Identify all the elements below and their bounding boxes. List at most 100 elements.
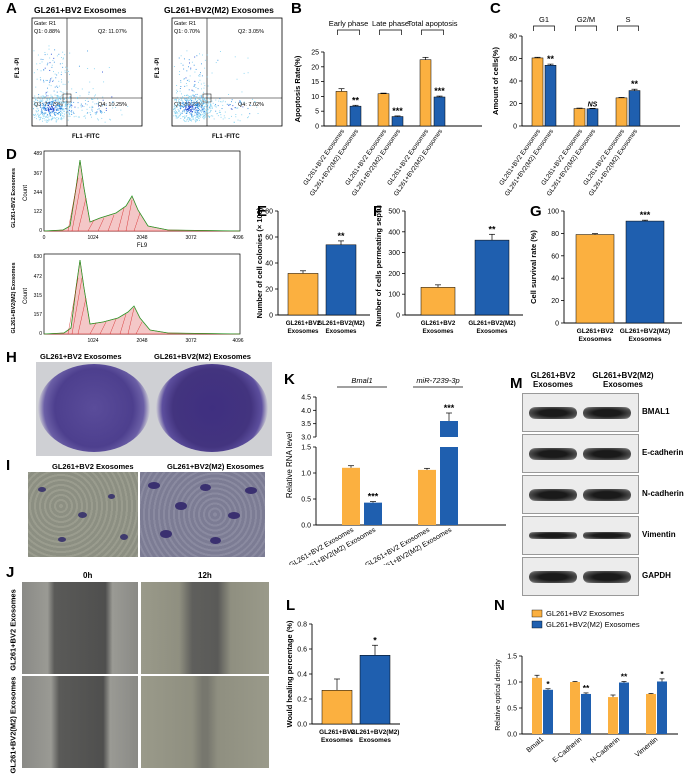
flow-event-dot [243,101,245,103]
flow-event-dot [201,101,203,103]
flow-event-dot [182,103,184,105]
flow-event-dot [66,70,68,72]
flow-event-dot [194,98,196,100]
histogram-bottom-ytick: 315 [34,293,43,299]
flow-left-gate: Gate: R1 [34,21,56,27]
flow-event-dot [174,107,176,109]
category-label: N-Cadherin [589,736,621,764]
flow-event-dot [188,99,190,101]
flow-event-dot [61,57,63,58]
flow-event-dot [48,45,50,47]
flow-event-dot [206,54,208,56]
flow-event-dot [86,104,88,106]
flow-event-dot [197,102,199,104]
flow-event-dot [185,107,187,109]
flow-event-dot [189,107,190,109]
significance-mark: ** [631,79,639,89]
flow-event-dot [177,116,179,118]
flow-event-dot [43,115,45,117]
flow-event-dot [105,109,107,111]
flow-event-dot [90,114,92,116]
flow-event-dot [200,100,202,102]
flow-event-dot [191,116,193,118]
flow-event-dot [51,108,52,110]
flow-event-dot [49,103,51,104]
flow-event-dot [219,98,221,100]
flow-event-dot [61,79,62,81]
flow-event-dot [50,109,52,110]
flow-event-dot [43,114,44,116]
flow-event-dot [51,105,52,107]
flow-event-dot [186,109,188,111]
flow-event-dot [97,118,99,120]
flow-event-dot [217,59,219,61]
flow-event-dot [46,107,48,109]
flow-event-dot [43,105,45,107]
flow-event-dot [42,105,44,107]
group-label: G1 [539,15,549,24]
flow-event-dot [53,90,55,92]
flow-event-dot [54,103,56,104]
flow-event-dot [47,105,49,107]
flow-event-dot [230,108,232,110]
flow-event-dot [65,66,67,68]
flow-event-dot [198,75,199,77]
y-tick-label: 1.5 [507,654,517,661]
flow-event-dot [43,81,45,83]
flow-event-dot [94,103,96,105]
y-tick-label: 60 [509,56,517,63]
flow-event-dot [46,115,48,117]
flow-event-dot [40,58,42,60]
flow-event-dot [101,112,103,114]
flow-event-dot [192,103,193,105]
flow-event-dot [183,78,185,80]
flow-event-dot [190,103,192,104]
flow-event-dot [42,116,44,118]
flow-event-dot [187,110,189,112]
flow-event-dot [33,103,35,105]
flow-event-dot [205,101,207,103]
flow-event-dot [48,101,50,103]
flow-event-dot [185,77,187,79]
flow-event-dot [60,96,62,97]
category-label: GL261+BV2 [421,320,456,327]
chart-g-survival: 0 20 40 60 80 100 Cell survival rate (%) *** GL2… [529,209,682,343]
flow-event-dot [48,109,50,111]
flow-event-dot [190,98,192,100]
flow-event-dot [194,114,196,116]
flow-event-dot [40,100,42,102]
flow-event-dot [198,115,200,117]
flow-event-dot [33,100,35,102]
significance-mark: ** [488,224,496,234]
flow-event-dot [210,110,212,112]
flow-event-dot [51,108,53,110]
flow-event-dot [45,107,47,109]
flow-event-dot [59,90,61,92]
flow-event-dot [250,105,252,107]
flow-event-dot [191,119,193,121]
flow-event-dot [177,117,178,119]
flow-event-dot [180,82,182,83]
flow-event-dot [187,108,189,110]
significance-mark: * [660,669,664,679]
flow-event-dot [58,109,60,111]
histogram-bottom-ylabel: Count [23,288,29,304]
flow-right-q2: Q2: 3.05% [238,29,264,35]
flow-event-dot [178,57,180,59]
flow-event-dot [44,105,46,107]
flow-left-ylabel: FL3 -PI [15,58,21,78]
flow-event-dot [51,77,53,79]
flow-event-dot [207,108,209,110]
legend-label: GL261+BV2(M2) Exosomes [546,620,640,629]
flow-event-dot [247,116,249,118]
y-tick-label: 0 [269,313,273,320]
flow-event-dot [207,109,209,111]
category-label: GL261+BV2(M2) [468,320,515,327]
flow-event-dot [185,107,187,109]
flow-event-dot [199,99,201,101]
flow-event-dot [207,105,209,107]
flow-event-dot [77,102,79,104]
flow-event-dot [192,117,194,119]
colony-dish-m2 [156,364,268,452]
flow-event-dot [49,108,51,110]
